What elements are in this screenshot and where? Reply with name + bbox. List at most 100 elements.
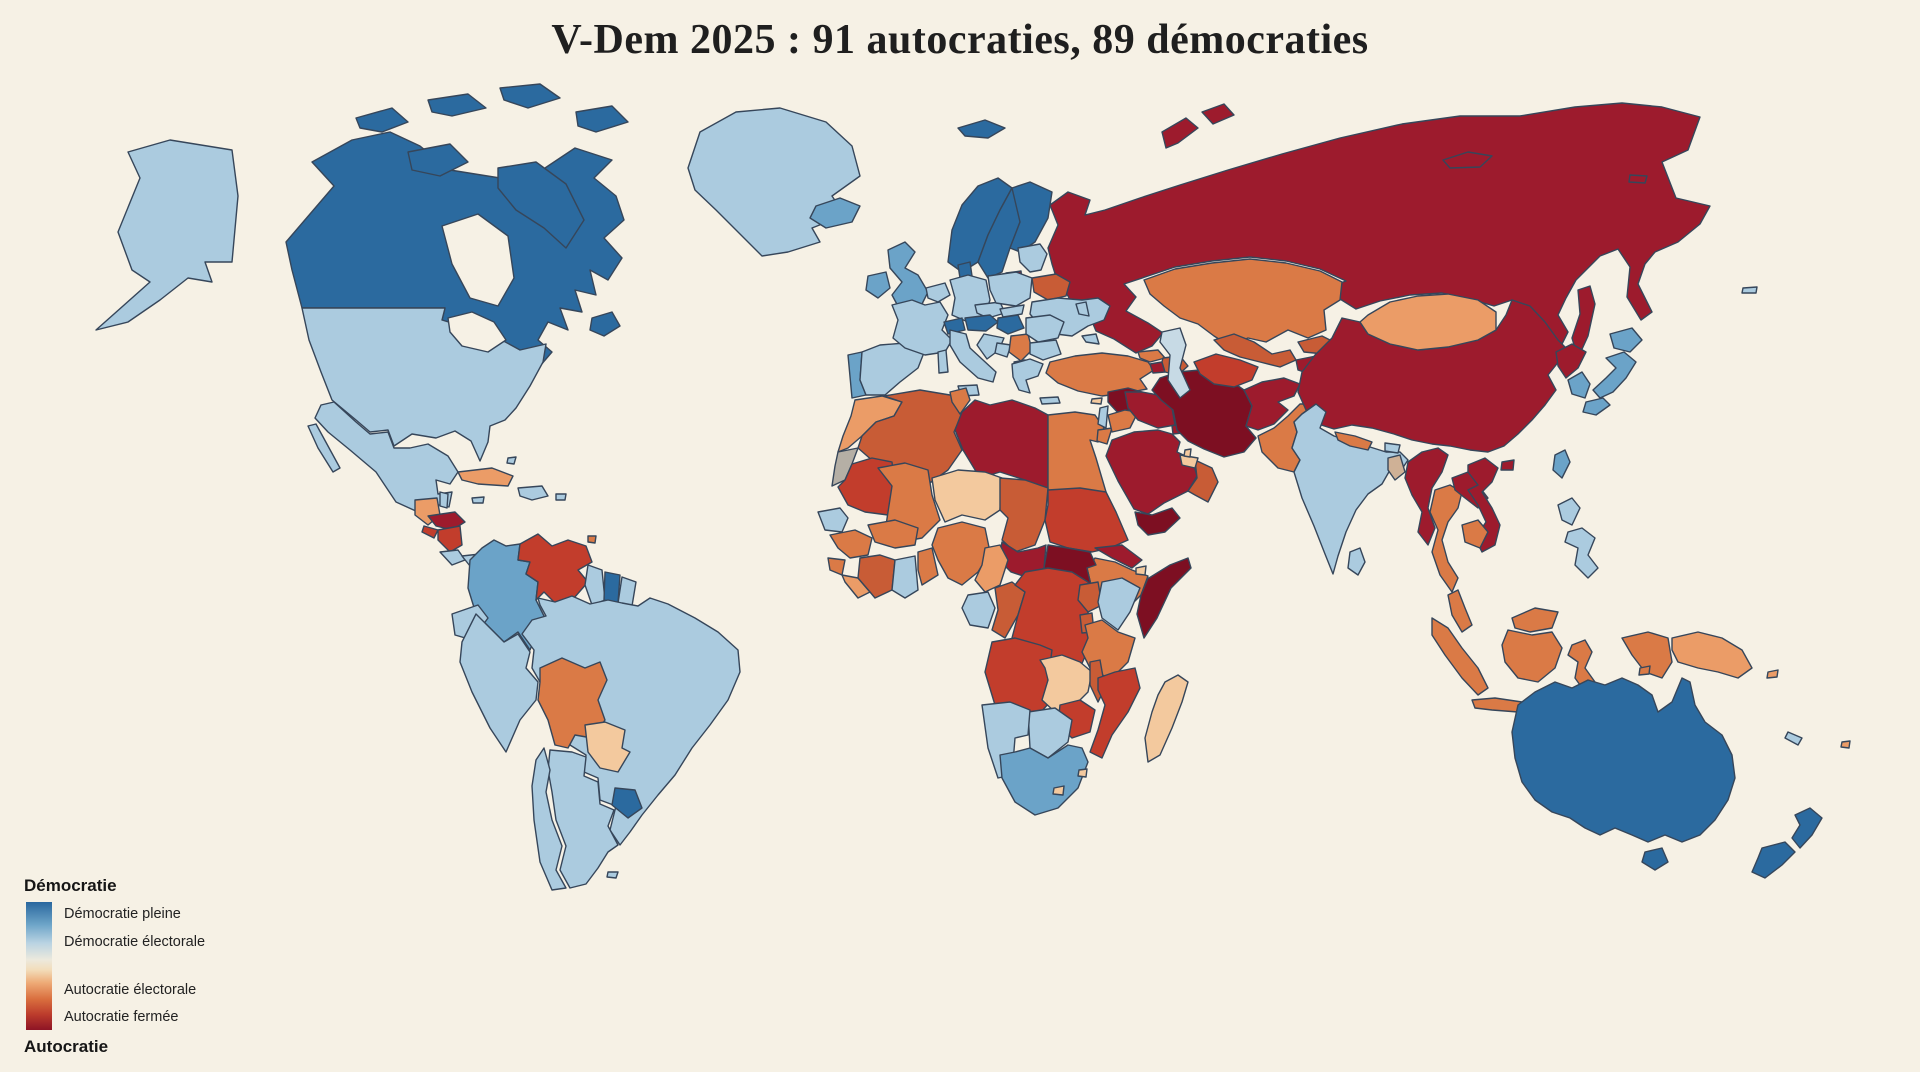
- region-taiwan: [1552, 449, 1571, 479]
- legend-item-electoral-autocracy: Autocratie électorale: [64, 982, 197, 998]
- region-somalia: [1136, 557, 1192, 639]
- region-sudan: [1044, 487, 1129, 553]
- region-eswatini: [1077, 768, 1088, 778]
- region-caspian-sea: [1159, 327, 1191, 399]
- region-malaysia: [1447, 589, 1473, 633]
- region-kazakhstan: [1143, 258, 1343, 347]
- region-switzerland: [943, 317, 966, 335]
- region-nicaragua: [437, 525, 463, 553]
- region-baffin-island: [497, 161, 585, 249]
- region-djibouti: [1135, 565, 1147, 576]
- region-sumatra: [1431, 617, 1489, 696]
- region-austria: [964, 314, 999, 332]
- region-new-zealand-south: [1751, 841, 1796, 879]
- region-sierra-leone: [827, 557, 846, 576]
- region-iceland: [809, 197, 861, 229]
- page-title: V-Dem 2025 : 91 autocraties, 89 démocrat…: [551, 17, 1369, 63]
- region-arctic-island-4: [575, 105, 629, 133]
- region-bhutan: [1384, 442, 1401, 454]
- region-mongolia: [1359, 293, 1497, 351]
- region-liberia: [841, 574, 871, 599]
- region-poland: [987, 271, 1033, 307]
- region-papua-new-guinea: [1671, 631, 1753, 679]
- region-malaysia-borneo: [1511, 607, 1559, 633]
- region-uganda: [1077, 581, 1103, 613]
- region-uae: [1179, 454, 1199, 469]
- region-bahamas: [506, 456, 517, 465]
- region-puerto-rico: [555, 493, 567, 501]
- legend-gradient-bar: [26, 902, 52, 1030]
- region-mexico: [314, 401, 459, 513]
- region-burkina-faso: [867, 519, 919, 549]
- region-great-lakes: [447, 311, 507, 353]
- region-svalbard: [957, 119, 1006, 139]
- legend-body: Démocratie pleine Démocratie électorale …: [24, 902, 324, 1030]
- region-saudi-arabia: [1105, 429, 1198, 515]
- region-philippines-south: [1564, 527, 1599, 579]
- region-nigeria: [931, 521, 991, 586]
- legend: Démocratie Démocratie pleine Démocratie …: [24, 876, 324, 1057]
- region-sinai: [1096, 427, 1113, 445]
- region-slovenia-croatia: [976, 333, 1005, 360]
- region-fiji: [1840, 740, 1851, 749]
- region-cyprus: [1090, 397, 1103, 405]
- region-mozambique: [1089, 667, 1141, 759]
- region-chad: [999, 477, 1049, 553]
- region-guyana: [584, 564, 606, 606]
- legend-autocracy-label: Autocratie: [24, 1037, 109, 1056]
- region-japan-kyushu: [1582, 397, 1611, 416]
- region-belize: [439, 491, 449, 509]
- region-novaya-zemlya: [1161, 117, 1199, 149]
- region-hainan: [1500, 459, 1515, 471]
- region-oman: [1187, 459, 1219, 503]
- region-baja-california: [307, 423, 341, 473]
- region-arctic-island-2: [427, 93, 487, 117]
- legend-item-full-democracy: Démocratie pleine: [64, 906, 181, 922]
- region-afghanistan: [1243, 377, 1301, 431]
- region-japan-hokkaido: [1609, 327, 1643, 353]
- legend-item-electoral-democracy: Démocratie électorale: [64, 934, 206, 950]
- legend-democracy-label: Démocratie: [24, 876, 117, 895]
- region-greenland: [687, 107, 861, 257]
- region-new-siberian-islands: [1442, 151, 1493, 169]
- region-nepal: [1334, 431, 1373, 451]
- region-north-korea: [1555, 343, 1587, 379]
- region-russia: [1047, 102, 1711, 354]
- region-belarus: [1031, 273, 1071, 301]
- region-eritrea: [1094, 544, 1143, 569]
- region-kenya: [1097, 577, 1141, 631]
- region-hispaniola: [517, 485, 549, 501]
- region-namibia: [981, 701, 1031, 779]
- region-bulgaria: [1029, 339, 1062, 361]
- region-italy: [949, 329, 997, 383]
- region-qatar: [1183, 448, 1192, 458]
- region-argentina: [547, 749, 619, 889]
- region-georgia: [1137, 349, 1166, 363]
- region-israel-lebanon: [1097, 405, 1109, 429]
- region-newfoundland: [589, 311, 621, 337]
- region-spain: [859, 342, 926, 396]
- region-arctic-island-3: [499, 83, 561, 109]
- region-crimea: [1081, 333, 1100, 345]
- region-jamaica: [471, 496, 485, 504]
- region-gabon: [961, 591, 996, 629]
- region-ghana: [891, 555, 919, 599]
- region-cuba: [457, 467, 514, 487]
- region-crete: [1039, 396, 1061, 405]
- region-congo: [991, 581, 1026, 639]
- region-australia: [1511, 677, 1736, 843]
- region-ireland: [865, 271, 891, 299]
- region-south-korea: [1567, 371, 1591, 399]
- region-united-kingdom: [887, 241, 929, 311]
- region-novaya-zemlya-north: [1201, 103, 1235, 125]
- region-aleutian-islands: [1741, 286, 1758, 294]
- region-jordan: [1107, 409, 1139, 433]
- region-philippines-luzon: [1557, 497, 1581, 526]
- region-brazil: [521, 595, 741, 846]
- region-japan-honshu: [1592, 351, 1637, 399]
- region-sakhalin: [1571, 285, 1596, 359]
- region-sri-lanka: [1347, 547, 1366, 576]
- region-south-africa: [999, 744, 1089, 816]
- legend-item-closed-autocracy: Autocratie fermée: [64, 1009, 179, 1025]
- region-paraguay: [584, 721, 631, 773]
